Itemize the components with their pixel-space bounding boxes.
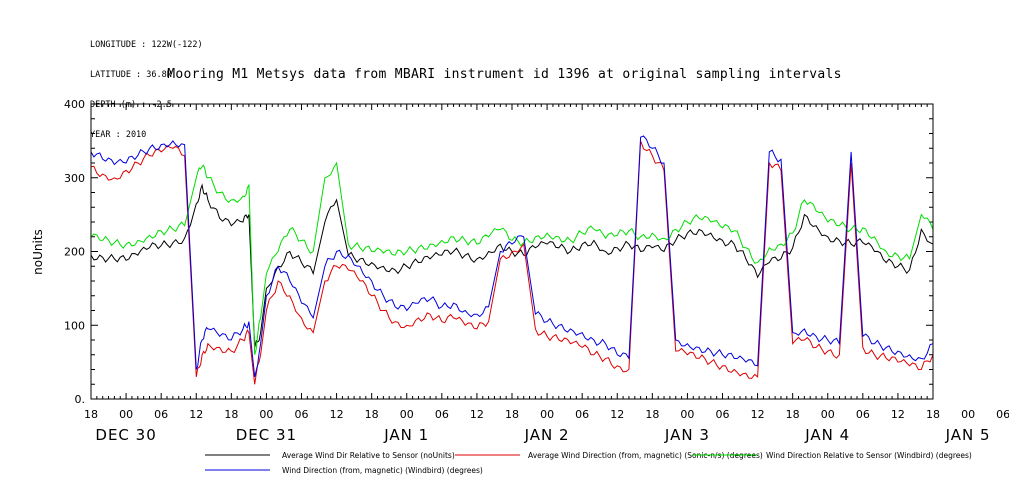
x-tick-label: 18 [926,408,940,421]
x-day-label: DEC 31 [236,426,297,444]
legend-label: Average Wind Dir Relative to Sensor (noU… [282,451,455,460]
x-day-label: JAN 3 [664,426,710,444]
x-tick-label: 12 [470,408,484,421]
x-day-label: JAN 5 [945,426,991,444]
x-tick-label: 12 [751,408,765,421]
x-day-label: DEC 30 [95,426,156,444]
series-line-1 [90,183,934,348]
meta-longitude: LONGITUDE : 122W(-122) [90,40,203,50]
x-tick-label: 00 [400,408,414,421]
x-tick-label: 18 [224,408,238,421]
y-tick-label: 200 [64,246,85,259]
plot-frame [90,103,934,400]
x-day-label: JAN 4 [804,426,850,444]
meta-year: YEAR : 2010 [90,130,147,140]
legend-label: Average Wind Direction (from, magnetic) … [528,451,763,460]
series-lines [90,135,934,385]
x-tick-label: 06 [856,408,870,421]
legend-label: Wind Direction (from, magnetic) (Windbir… [282,466,483,475]
x-tick-label: 06 [575,408,589,421]
x-tick-label: 06 [295,408,309,421]
y-tick-label: 0. [75,393,86,406]
x-tick-label: 00 [680,408,694,421]
x-tick-label: 00 [961,408,975,421]
x-tick-label: 18 [505,408,519,421]
x-tick-label: 06 [716,408,730,421]
x-day-label: JAN 2 [524,426,570,444]
series-line-2 [90,140,934,385]
x-tick-label: 12 [891,408,905,421]
x-tick-label: 12 [610,408,624,421]
x-day-label: JAN 1 [383,426,429,444]
x-tick-label: 06 [996,408,1009,421]
x-tick-label: 18 [84,408,98,421]
x-tick-label: 00 [821,408,835,421]
x-tick-label: 18 [786,408,800,421]
series-line-4 [90,135,934,378]
x-tick-label: 18 [365,408,379,421]
x-tick-label: 12 [189,408,203,421]
y-tick-label: 100 [64,319,85,332]
meta-latitude: LATITUDE : 36.8N [90,70,172,80]
chart-title: Mooring M1 Metsys data from MBARI instru… [167,67,842,82]
x-tick-label: 06 [154,408,168,421]
legend-label: Wind Direction Relative to Sensor (Windb… [766,451,972,460]
y-tick-label: 400 [64,98,85,111]
x-tick-label: 18 [645,408,659,421]
x-tick-label: 12 [330,408,344,421]
x-tick-label: 00 [259,408,273,421]
y-tick-label: 300 [64,172,85,185]
x-tick-label: 06 [435,408,449,421]
legend: Average Wind Dir Relative to Sensor (noU… [205,451,972,475]
x-tick-label: 00 [119,408,133,421]
x-tick-label: 00 [540,408,554,421]
series-line-3 [90,161,934,355]
axis-labels: 0. 100 200 300 400 18 00 06 12 18 00 06 12 18 00 06 12 18… [64,98,1009,444]
y-axis-label: noUnits [31,229,45,275]
